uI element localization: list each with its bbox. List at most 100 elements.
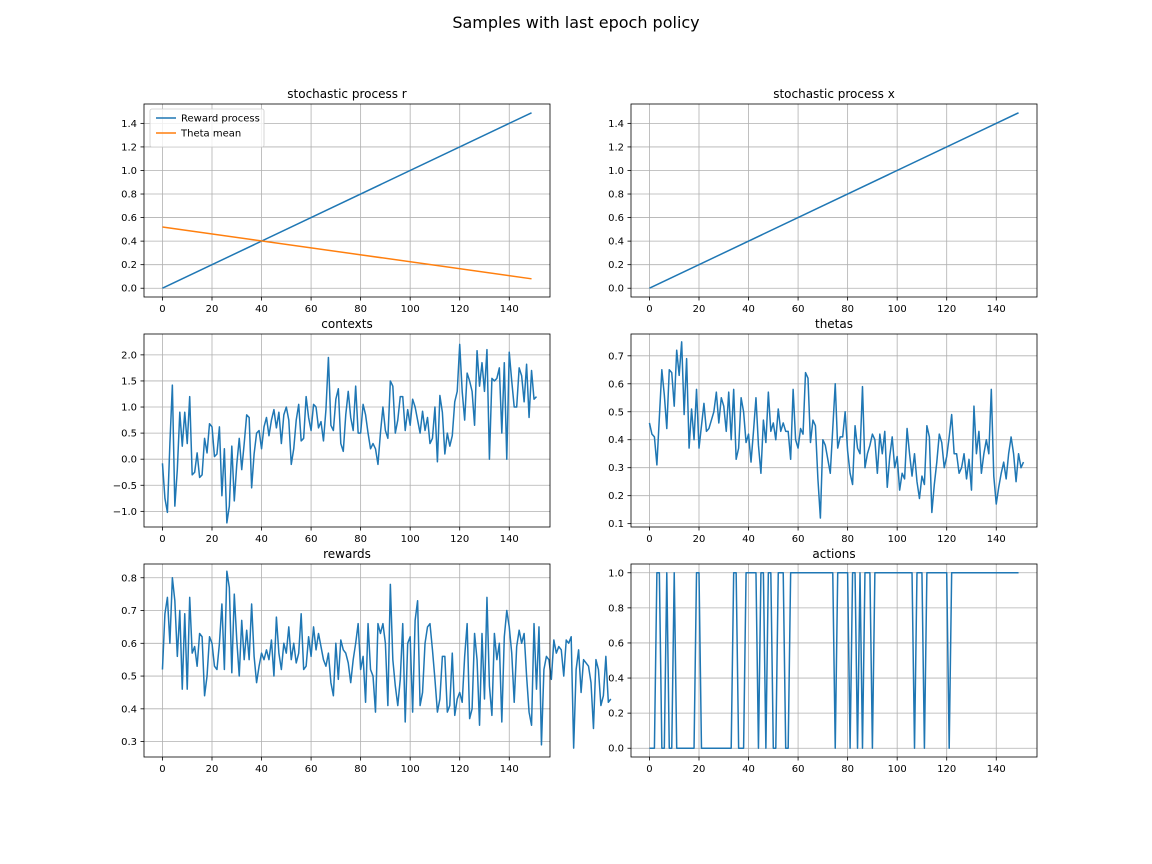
x-tick-label: 80 — [841, 304, 854, 315]
axes-frame — [630, 563, 1038, 758]
y-tick-label: 0.2 — [121, 260, 137, 271]
x-tick-label: 20 — [693, 534, 706, 545]
legend-label: Theta mean — [180, 129, 241, 140]
x-tick-label: 0 — [646, 534, 652, 545]
subplot-title: stochastic process x — [773, 87, 895, 101]
x-tick-label: 40 — [255, 304, 268, 315]
y-tick-label: 2.0 — [121, 350, 137, 361]
y-tick-label: 0.7 — [121, 606, 137, 617]
y-tick-label: 0.8 — [608, 603, 624, 614]
series-line-0 — [649, 112, 1019, 289]
x-tick-label: 140 — [987, 764, 1006, 775]
x-tick-label: 0 — [646, 304, 652, 315]
y-tick-label: 0.5 — [608, 407, 624, 418]
y-tick-label: 0.6 — [608, 213, 624, 224]
x-tick-label: 60 — [305, 764, 318, 775]
x-tick-label: 40 — [255, 534, 268, 545]
x-tick-label: 0 — [646, 764, 652, 775]
y-tick-label: 1.4 — [121, 119, 137, 130]
y-tick-label: 0.8 — [121, 573, 137, 584]
x-tick-label: 20 — [206, 764, 219, 775]
y-tick-label: 1.5 — [121, 376, 137, 387]
y-tick-label: 0.0 — [121, 455, 137, 466]
x-tick-label: 20 — [693, 764, 706, 775]
x-tick-label: 60 — [792, 534, 805, 545]
y-tick-label: 0.4 — [608, 435, 624, 446]
y-tick-label: 0.2 — [608, 491, 624, 502]
y-tick-label: 0.6 — [608, 379, 624, 390]
axes-frame — [630, 333, 1038, 528]
x-tick-label: 80 — [354, 304, 367, 315]
x-tick-label: 120 — [937, 764, 956, 775]
subplot-thetas: 0 20 40 60 80 100 120 140 0.1 0.2 0.3 0.4 0.5 0.6 0.7 t… — [608, 317, 1038, 545]
x-tick-label: 100 — [401, 534, 420, 545]
subplot-x: 0 20 40 60 80 100 120 140 0.0 0.2 0.4 0.6 0.8 1.0 1.2 1… — [608, 87, 1038, 315]
x-tick-label: 40 — [255, 764, 268, 775]
x-tick-label: 140 — [987, 304, 1006, 315]
y-tick-label: 1.0 — [121, 403, 137, 414]
y-tick-label: 1.4 — [608, 119, 624, 130]
x-tick-label: 60 — [305, 304, 318, 315]
y-tick-label: 1.2 — [121, 142, 137, 153]
y-tick-label: 0.2 — [608, 260, 624, 271]
x-tick-label: 100 — [401, 764, 420, 775]
x-tick-label: 60 — [305, 534, 318, 545]
y-tick-label: 1.0 — [608, 166, 624, 177]
y-tick-label: 1.0 — [608, 568, 624, 579]
y-tick-label: 0.4 — [121, 237, 137, 248]
x-tick-label: 20 — [693, 304, 706, 315]
x-tick-label: 0 — [159, 764, 165, 775]
x-tick-label: 80 — [841, 534, 854, 545]
axes-frame — [143, 563, 551, 758]
x-tick-label: 140 — [500, 304, 519, 315]
x-tick-label: 20 — [206, 534, 219, 545]
x-tick-label: 120 — [450, 534, 469, 545]
y-tick-label: 0.0 — [121, 284, 137, 295]
y-tick-label: 0.2 — [608, 709, 624, 720]
x-tick-label: 80 — [841, 764, 854, 775]
x-tick-label: 120 — [450, 304, 469, 315]
x-tick-label: 60 — [792, 304, 805, 315]
y-tick-label: 0.6 — [608, 638, 624, 649]
x-tick-label: 40 — [742, 764, 755, 775]
subplot-title: stochastic process r — [287, 87, 406, 101]
x-tick-label: 100 — [401, 304, 420, 315]
legend: Reward process Theta mean — [149, 108, 265, 148]
series-line-0 — [649, 572, 1019, 749]
x-tick-label: 60 — [792, 764, 805, 775]
series-line-0 — [161, 343, 538, 524]
series-line-0 — [161, 570, 612, 749]
subplot-actions: 0 20 40 60 80 100 120 140 0.0 0.2 0.4 0.6 0.8 1.0 acti… — [608, 547, 1038, 775]
y-tick-label: −1.0 — [113, 507, 137, 518]
y-tick-label: 0.5 — [121, 672, 137, 683]
legend-label: Reward process — [181, 114, 260, 125]
y-tick-label: 0.1 — [608, 519, 624, 530]
x-tick-label: 140 — [500, 534, 519, 545]
x-tick-label: 140 — [987, 534, 1006, 545]
y-tick-label: 0.6 — [121, 213, 137, 224]
x-tick-label: 40 — [742, 534, 755, 545]
x-tick-label: 80 — [354, 764, 367, 775]
y-tick-label: 0.5 — [121, 429, 137, 440]
x-tick-label: 0 — [159, 304, 165, 315]
y-tick-label: 0.4 — [608, 674, 624, 685]
subplot-title: contexts — [321, 317, 372, 331]
x-tick-label: 140 — [500, 764, 519, 775]
x-tick-label: 100 — [888, 304, 907, 315]
x-tick-label: 100 — [888, 534, 907, 545]
subplot-contexts: 0 20 40 60 80 100 120 140 −1.0 −0.5 0.0 0.5 1.0 1.5 2.… — [113, 317, 551, 545]
subplot-title: thetas — [815, 317, 853, 331]
y-tick-label: 0.3 — [608, 463, 624, 474]
y-tick-label: −0.5 — [113, 481, 137, 492]
axes-frame — [630, 103, 1038, 298]
y-tick-label: 0.0 — [608, 744, 624, 755]
y-tick-label: 1.2 — [608, 142, 624, 153]
y-tick-label: 0.4 — [608, 237, 624, 248]
y-tick-label: 0.3 — [121, 737, 137, 748]
x-tick-label: 100 — [888, 764, 907, 775]
series-line-0 — [648, 341, 1025, 519]
y-tick-label: 1.0 — [121, 166, 137, 177]
axes-frame — [143, 333, 551, 528]
figure-title: Samples with last epoch policy — [452, 13, 700, 32]
